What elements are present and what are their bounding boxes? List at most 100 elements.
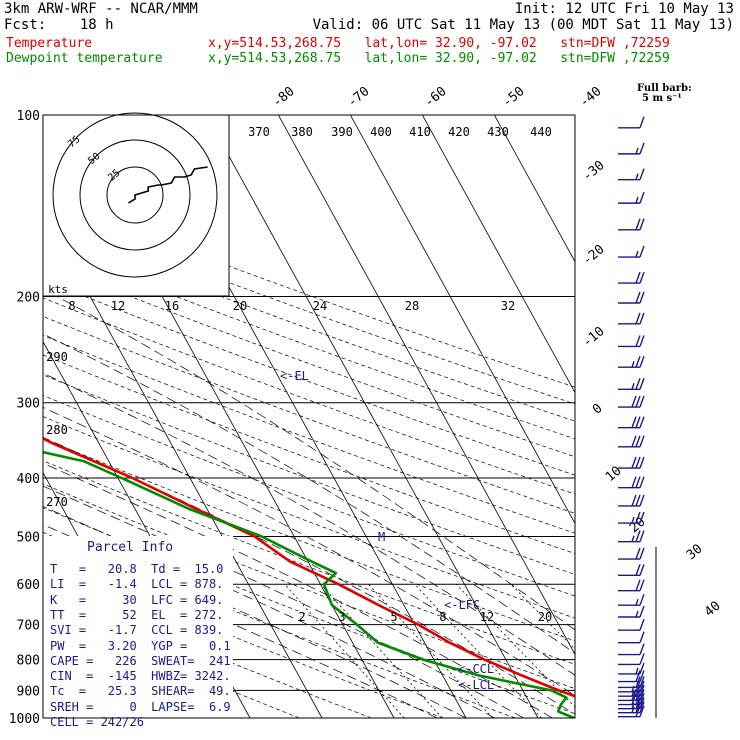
barb-flag <box>635 395 641 408</box>
pressure-tick-label: 400 <box>17 472 40 487</box>
moist-adiabat <box>43 462 553 718</box>
barb-half-flag <box>631 706 635 713</box>
wind-barb <box>618 494 645 507</box>
moist-adiabat <box>43 333 575 654</box>
barb-flag <box>639 579 645 591</box>
barb-flag <box>639 697 645 709</box>
barb-flag <box>635 670 641 682</box>
barb-half-flag <box>631 702 635 709</box>
dry-adiabat <box>43 279 575 476</box>
dewpoint-line <box>43 450 575 718</box>
wind-barb <box>618 191 645 204</box>
pressure-tick-label: 600 <box>17 578 40 593</box>
moist-adiabat <box>43 372 575 676</box>
isotherm-label: 10 <box>603 464 625 486</box>
barb-flag <box>639 456 645 469</box>
barb-flag <box>639 705 645 717</box>
mixing-ratio-label: 8 <box>439 610 446 624</box>
barb-flag <box>639 416 645 428</box>
temperature-line <box>43 436 575 698</box>
isotherm-line <box>349 115 575 525</box>
barb-flag <box>639 116 645 129</box>
theta-label: 420 <box>448 125 470 139</box>
speed-scale-label: 28 <box>405 299 419 313</box>
isotherm-line <box>421 115 575 394</box>
wind-barb <box>618 271 645 284</box>
barb-half-flag <box>635 610 639 618</box>
barb-flag <box>639 680 645 693</box>
theta-label: 280 <box>46 423 68 437</box>
barb-flag <box>635 456 641 469</box>
barb-flag <box>639 511 645 524</box>
isotherm-label: -50 <box>500 84 528 111</box>
mixing-ratio-label: 12 <box>480 610 494 624</box>
barb-flag <box>635 291 641 304</box>
theta-label: 390 <box>331 125 353 139</box>
barb-flag <box>635 416 641 428</box>
barb-flag <box>639 335 645 347</box>
wind-barb <box>618 142 645 155</box>
barb-flag <box>639 218 645 231</box>
barb-flag <box>639 312 645 325</box>
mixing-ratio-line <box>510 583 575 650</box>
wind-barb <box>618 643 645 656</box>
barb-flag <box>631 435 637 448</box>
dry-adiabat <box>43 211 575 405</box>
wind-barb <box>618 564 645 577</box>
barb-flag <box>635 271 641 284</box>
parcel-info-row: TT = 52 EL = 272. <box>50 607 224 622</box>
barb-flag <box>631 476 637 488</box>
wind-barb <box>618 547 645 560</box>
barb-flag <box>639 395 645 408</box>
wind-barb <box>618 456 645 469</box>
speed-scale-label: 12 <box>111 299 125 313</box>
parcel-info-row: Tc = 25.3 SHEAR= 49. <box>50 684 231 699</box>
mixing-ratio-label: 2 <box>298 610 305 624</box>
wind-barb <box>618 662 645 675</box>
wind-barb <box>618 435 645 448</box>
temperature-legend: Temperature <box>6 36 93 51</box>
profile-lines <box>43 436 575 718</box>
barb-flag <box>635 312 641 325</box>
wind-barb <box>618 701 645 714</box>
barb-flag <box>635 435 641 448</box>
speed-scale-label: 8 <box>68 299 75 313</box>
barb-half-flag <box>635 173 639 180</box>
pressure-tick-label: 800 <box>17 654 40 669</box>
barb-flag <box>639 291 645 304</box>
barb-flag <box>635 705 641 717</box>
dry-adiabat <box>43 261 575 458</box>
barb-flag <box>635 564 641 576</box>
barb-flag <box>639 530 645 542</box>
dewpoint-legend: Dewpoint temperature <box>6 51 163 66</box>
parcel-info-row: LI = -1.4 LCL = 878. <box>50 577 224 592</box>
forecast-hour: Fcst: 18 h <box>4 17 114 33</box>
barb-flag <box>635 476 641 488</box>
wind-barb <box>618 218 645 231</box>
barb-half-flag <box>635 147 639 155</box>
parcel-info-row: CELL = 242/26 <box>50 715 144 729</box>
barb-flag <box>639 564 645 576</box>
theta-label: 430 <box>487 125 509 139</box>
mixing-ratio-line <box>320 583 443 718</box>
pressure-tick-label: 700 <box>17 619 40 634</box>
wind-barb <box>618 395 645 408</box>
isotherm-label: -70 <box>345 84 373 111</box>
parcel-info-row: T = 20.8 Td = 15.0 <box>50 562 224 576</box>
theta-label: 270 <box>46 495 68 509</box>
isotherm-label: 40 <box>702 599 724 621</box>
speed-scale-label: 20 <box>233 299 247 313</box>
wind-barb <box>618 245 645 258</box>
isotherm-line <box>277 115 575 656</box>
wind-barb <box>618 168 645 181</box>
barb-flag <box>639 662 645 675</box>
level-marker-label: <-EL <box>280 369 309 383</box>
pressure-tick-label: 900 <box>17 684 40 699</box>
theta-label: 410 <box>409 125 431 139</box>
barb-half-flag <box>635 598 639 606</box>
parcel-info-panel <box>43 536 233 718</box>
wind-barb <box>618 291 645 304</box>
barb-flag <box>635 218 641 231</box>
isotherm-label: -20 <box>580 242 608 269</box>
